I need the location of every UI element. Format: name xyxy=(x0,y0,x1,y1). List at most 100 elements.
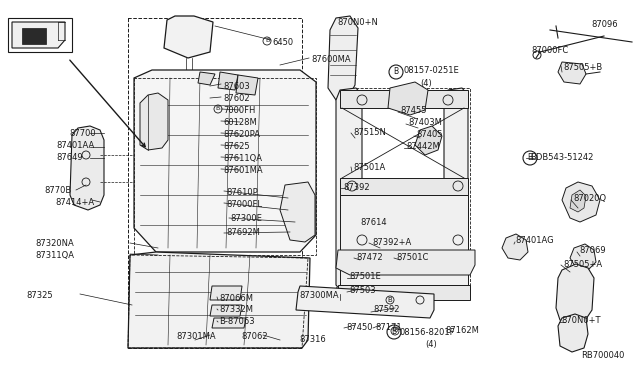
Text: 87601MA: 87601MA xyxy=(223,166,262,175)
Text: 87392+A: 87392+A xyxy=(372,238,412,247)
Polygon shape xyxy=(218,72,238,90)
Text: 87503: 87503 xyxy=(349,286,376,295)
Polygon shape xyxy=(570,190,586,212)
Text: 87401AG: 87401AG xyxy=(515,236,554,245)
Text: 87515N: 87515N xyxy=(353,128,386,137)
Text: 87442M: 87442M xyxy=(406,142,440,151)
Polygon shape xyxy=(296,286,434,318)
Polygon shape xyxy=(210,305,242,316)
Polygon shape xyxy=(280,182,315,242)
Text: 87600MA: 87600MA xyxy=(311,55,351,64)
Text: 6450: 6450 xyxy=(272,38,293,47)
Polygon shape xyxy=(128,252,310,348)
Text: (4): (4) xyxy=(420,79,432,88)
Polygon shape xyxy=(328,16,358,100)
Text: RB700040: RB700040 xyxy=(581,351,625,360)
Text: 87505+A: 87505+A xyxy=(563,260,602,269)
Text: 87301MA: 87301MA xyxy=(176,332,216,341)
Text: B: B xyxy=(393,328,397,334)
Text: 87692M: 87692M xyxy=(226,228,260,237)
Text: 87649: 87649 xyxy=(56,153,83,162)
Text: 87602: 87602 xyxy=(223,94,250,103)
Polygon shape xyxy=(340,195,468,285)
Text: B-87063: B-87063 xyxy=(219,317,255,326)
Polygon shape xyxy=(558,314,588,352)
Text: 87505+B: 87505+B xyxy=(563,63,602,72)
Text: 87501C: 87501C xyxy=(396,253,428,262)
Text: 87069: 87069 xyxy=(579,246,605,255)
Text: 87320NA: 87320NA xyxy=(35,239,74,248)
Text: 87501A: 87501A xyxy=(353,163,385,172)
Polygon shape xyxy=(22,28,46,44)
Polygon shape xyxy=(140,93,168,150)
Polygon shape xyxy=(562,182,600,222)
Polygon shape xyxy=(164,16,213,58)
Polygon shape xyxy=(340,178,468,195)
Text: B: B xyxy=(527,154,532,163)
Text: B: B xyxy=(394,67,399,77)
Polygon shape xyxy=(134,70,316,252)
Text: 87020Q: 87020Q xyxy=(573,194,606,203)
Polygon shape xyxy=(336,250,475,275)
Polygon shape xyxy=(12,22,65,48)
Polygon shape xyxy=(70,126,104,210)
Text: B: B xyxy=(265,38,269,44)
Text: 87501E: 87501E xyxy=(349,272,381,281)
Text: 87096: 87096 xyxy=(591,20,618,29)
Text: 87700: 87700 xyxy=(69,129,95,138)
Text: 87625: 87625 xyxy=(223,142,250,151)
Text: 87325: 87325 xyxy=(26,291,52,300)
Text: (4): (4) xyxy=(425,340,436,349)
Text: 87592: 87592 xyxy=(373,305,399,314)
Text: 08156-8201F: 08156-8201F xyxy=(400,328,456,337)
Text: 87405: 87405 xyxy=(416,130,442,139)
Polygon shape xyxy=(212,318,246,328)
Text: 870N0+T: 870N0+T xyxy=(561,316,600,325)
Polygon shape xyxy=(210,286,242,300)
Text: 87610P: 87610P xyxy=(226,188,258,197)
Text: 87392: 87392 xyxy=(343,183,370,192)
Text: 87000FC: 87000FC xyxy=(531,46,568,55)
Text: B: B xyxy=(388,297,392,303)
Text: 870N0+N: 870N0+N xyxy=(337,18,378,27)
Text: 87450: 87450 xyxy=(346,323,372,332)
Text: 87066M: 87066M xyxy=(219,294,253,303)
Text: 87455: 87455 xyxy=(400,106,426,115)
Polygon shape xyxy=(338,285,470,300)
Polygon shape xyxy=(556,264,594,326)
Text: 87000FL: 87000FL xyxy=(226,200,262,209)
Text: 87614: 87614 xyxy=(360,218,387,227)
Text: 87316: 87316 xyxy=(299,335,326,344)
Polygon shape xyxy=(8,18,72,52)
Polygon shape xyxy=(336,88,362,292)
Polygon shape xyxy=(198,72,215,85)
Polygon shape xyxy=(558,62,586,84)
Text: 87300MA: 87300MA xyxy=(299,291,339,300)
Text: B: B xyxy=(216,106,220,112)
Text: 60128M: 60128M xyxy=(223,118,257,127)
Text: 87300E: 87300E xyxy=(230,214,262,223)
Text: 7000FH: 7000FH xyxy=(223,106,255,115)
Text: 08157-0251E: 08157-0251E xyxy=(404,66,460,75)
Text: B: B xyxy=(392,327,397,337)
Polygon shape xyxy=(444,88,468,292)
Polygon shape xyxy=(236,75,258,95)
Text: 87603: 87603 xyxy=(223,82,250,91)
Polygon shape xyxy=(388,82,428,115)
Polygon shape xyxy=(570,244,596,270)
Polygon shape xyxy=(415,126,442,155)
Text: BDB543-51242: BDB543-51242 xyxy=(530,153,593,162)
Text: 87611QA: 87611QA xyxy=(223,154,262,163)
Text: 87162M: 87162M xyxy=(445,326,479,335)
Text: 87620PA: 87620PA xyxy=(223,130,260,139)
Text: 87403M: 87403M xyxy=(408,118,442,127)
Text: 87311QA: 87311QA xyxy=(35,251,74,260)
Text: 87171: 87171 xyxy=(375,323,402,332)
Text: 87062: 87062 xyxy=(241,332,268,341)
Polygon shape xyxy=(502,234,528,260)
Text: 87472: 87472 xyxy=(356,253,383,262)
Polygon shape xyxy=(340,90,468,108)
Text: 87401AA: 87401AA xyxy=(56,141,94,150)
Text: 87332M: 87332M xyxy=(219,305,253,314)
Text: 8770B: 8770B xyxy=(44,186,71,195)
